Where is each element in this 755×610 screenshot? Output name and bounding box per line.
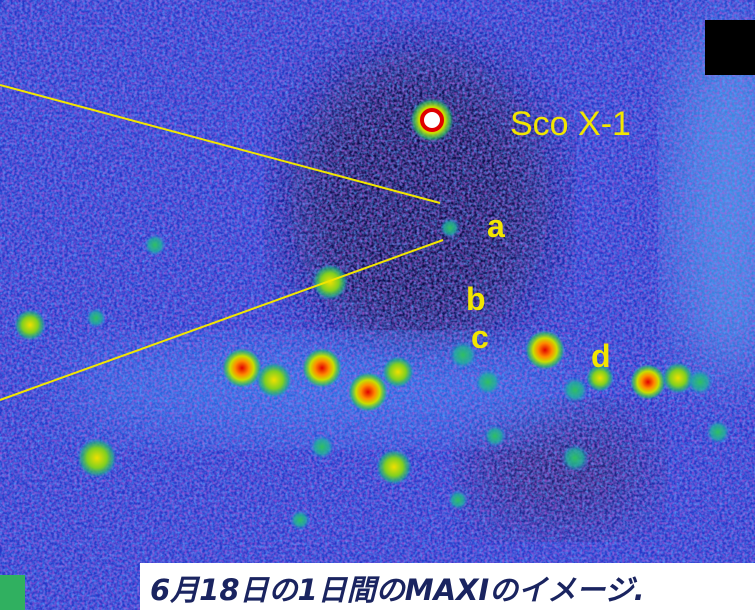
source bbox=[382, 356, 414, 388]
source bbox=[144, 234, 166, 256]
source-label: b bbox=[466, 281, 486, 317]
source bbox=[448, 490, 468, 510]
source-core bbox=[422, 110, 442, 130]
source bbox=[376, 449, 412, 485]
source-label: Sco X-1 bbox=[510, 105, 631, 143]
sky-image: Sco X-1 a b c d 6月18日の1日間のMAXIのイメージ. bbox=[0, 0, 755, 610]
source bbox=[348, 372, 388, 412]
source bbox=[484, 425, 506, 447]
edge bbox=[0, 575, 25, 610]
source-label: a bbox=[487, 208, 505, 244]
source bbox=[562, 377, 588, 403]
mask bbox=[705, 20, 755, 75]
source bbox=[440, 218, 460, 238]
noise bbox=[0, 0, 755, 610]
source bbox=[222, 348, 262, 388]
source bbox=[86, 308, 106, 328]
source-label: d bbox=[591, 338, 611, 374]
caption: 6月18日の1日間のMAXIのイメージ. bbox=[150, 573, 645, 607]
source bbox=[312, 264, 348, 300]
source bbox=[310, 435, 334, 459]
source bbox=[14, 309, 46, 341]
source-label: c bbox=[471, 319, 489, 355]
source bbox=[525, 330, 565, 370]
source bbox=[561, 444, 589, 472]
source bbox=[256, 362, 292, 398]
source bbox=[290, 510, 310, 530]
source bbox=[630, 364, 666, 400]
source bbox=[687, 369, 713, 395]
source bbox=[77, 438, 117, 478]
source bbox=[302, 348, 342, 388]
source bbox=[475, 369, 501, 395]
source bbox=[706, 420, 730, 444]
